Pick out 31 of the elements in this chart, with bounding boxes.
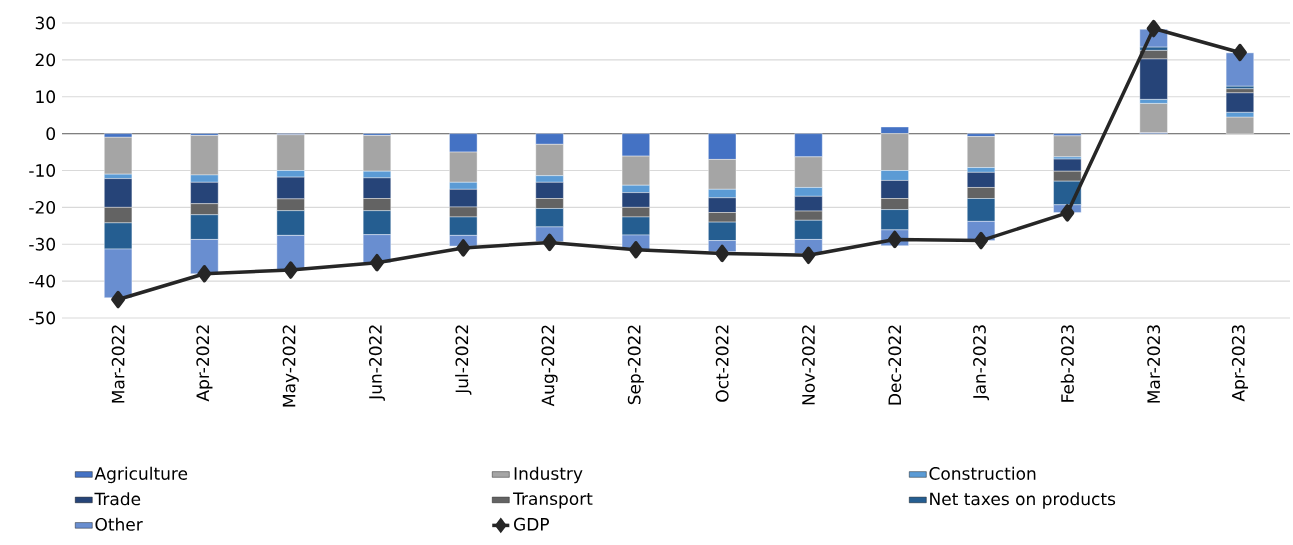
y-tick-label: -10: [29, 164, 56, 177]
x-tick-label: Apr-2022: [196, 325, 213, 402]
legend-label: Net taxes on products: [930, 492, 1116, 509]
x-tick-label: Jun-2022: [368, 325, 385, 401]
x-tick-label: Jan-2023: [973, 325, 990, 401]
legend-label: Trade: [94, 492, 141, 506]
x-tick-label: Mar-2023: [1147, 325, 1161, 403]
legend-label: Agriculture: [94, 466, 188, 484]
x-tick-label: Feb-2023: [1060, 325, 1074, 402]
legend-label: Other: [95, 517, 143, 531]
x-tick-label: Mar-2022: [111, 325, 125, 403]
legend-label: GDP: [514, 517, 550, 531]
x-tick-label: Apr-2023: [1231, 325, 1249, 402]
legend-label: Transport: [513, 492, 593, 509]
y-tick-label: -30: [29, 237, 56, 251]
x-tick-label: Dec-2022: [888, 325, 902, 405]
x-tick-label: May-2022: [282, 325, 299, 407]
x-tick-label: Jul-2022: [455, 325, 472, 395]
y-tick-label: -20: [29, 200, 56, 214]
y-tick-label: -50: [29, 311, 56, 325]
y-tick-label: 10: [36, 90, 56, 104]
legend-label: Construction: [929, 466, 1036, 480]
y-tick-label: 20: [35, 53, 56, 67]
y-tick-label: 30: [35, 16, 56, 30]
x-tick-label: Nov-2022: [802, 325, 815, 405]
x-tick-label: Oct-2022: [715, 325, 729, 402]
x-tick-label: Sep-2022: [627, 325, 644, 405]
x-tick-label: Aug-2022: [541, 325, 558, 407]
legend-label: Industry: [514, 466, 583, 484]
y-tick-label: 0: [46, 127, 56, 141]
y-tick-label: -40: [29, 274, 56, 288]
